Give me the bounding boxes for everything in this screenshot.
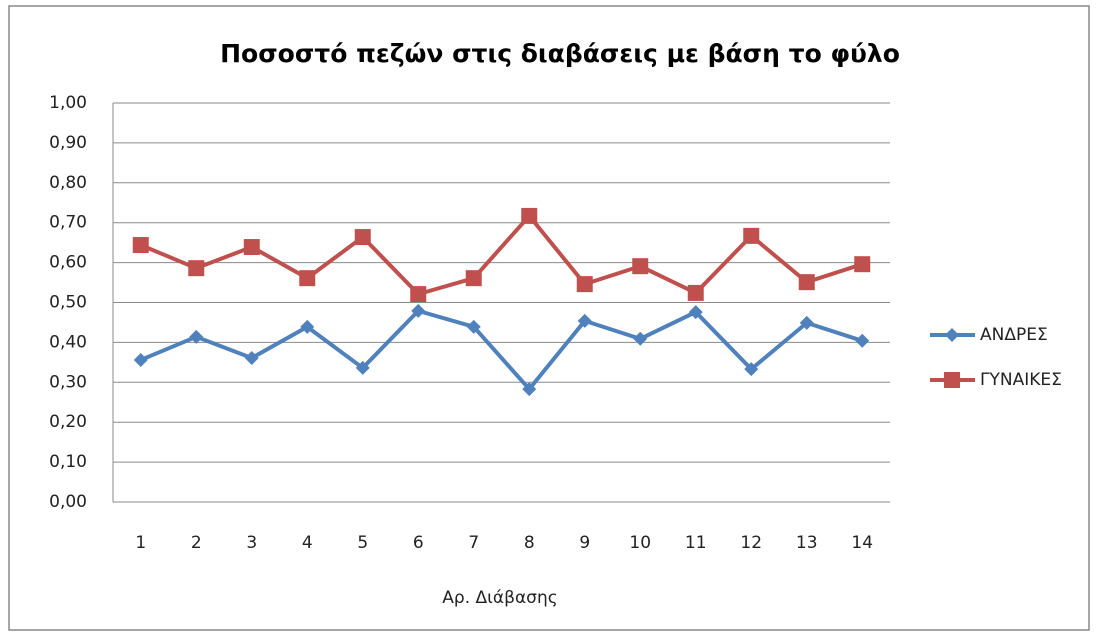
point [687,284,704,301]
point [632,258,649,275]
point [355,360,370,375]
y-tick-label: 0,80 [49,173,87,193]
point [354,229,371,246]
y-tick-label: 0,90 [49,133,87,153]
x-tick-label: 6 [413,533,424,553]
y-tick-label: 0,50 [49,293,87,313]
point [189,329,204,344]
y-tick-label: 0,10 [49,452,87,472]
point [411,303,426,318]
x-tick-label: 8 [524,533,535,553]
x-tick-label: 7 [468,533,479,553]
series-line [139,213,863,297]
point [944,372,960,388]
point [945,328,959,342]
point [576,276,593,293]
point [799,315,814,330]
x-axis-label: Αρ. Διάβασης [442,588,557,608]
chart-frame [8,5,1090,631]
x-tick-label: 5 [357,533,368,553]
point [410,286,427,303]
y-tick-label: 0,40 [49,332,87,352]
point [798,274,815,291]
y-tick-label: 0,00 [49,492,87,512]
point [855,333,870,348]
x-tick-label: 10 [629,533,651,553]
x-tick-label: 11 [685,533,707,553]
point [244,350,259,365]
y-tick-label: 1,00 [49,93,87,113]
point [299,270,316,287]
point [854,256,871,273]
point [465,270,482,287]
point [688,305,703,320]
point [243,239,260,256]
y-tick-label: 0,20 [49,412,87,432]
point [522,382,537,397]
x-tick-label: 13 [796,533,818,553]
point [633,331,648,346]
point [521,207,538,224]
point [188,260,205,277]
x-tick-label: 2 [191,533,202,553]
chart-title: Ποσοστό πεζών στις διαβάσεις με βάση το … [220,39,900,68]
x-tick-label: 12 [740,533,762,553]
point [132,237,149,254]
point [577,313,592,328]
point [133,352,148,367]
y-tick-label: 0,70 [49,213,87,233]
point [300,319,315,334]
x-tick-label: 14 [851,533,873,553]
y-tick-label: 0,30 [49,372,87,392]
x-tick-label: 9 [579,533,590,553]
point [744,362,759,377]
series-line [139,308,863,392]
point [466,319,481,334]
y-tick-label: 0,60 [49,253,87,273]
x-tick-label: 1 [135,533,146,553]
x-tick-label: 4 [302,533,313,553]
point [743,227,760,244]
x-tick-label: 3 [246,533,257,553]
legend-label: ΑΝΔΡΕΣ [980,325,1048,345]
legend-label: ΓΥΝΑΙΚΕΣ [980,370,1062,390]
